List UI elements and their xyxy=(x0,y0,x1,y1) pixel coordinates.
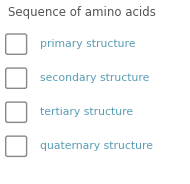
FancyBboxPatch shape xyxy=(6,136,27,156)
FancyBboxPatch shape xyxy=(6,68,27,88)
Text: primary structure: primary structure xyxy=(40,39,135,49)
FancyBboxPatch shape xyxy=(6,34,27,54)
FancyBboxPatch shape xyxy=(6,102,27,122)
Text: tertiary structure: tertiary structure xyxy=(40,107,133,117)
Text: quaternary structure: quaternary structure xyxy=(40,141,153,151)
Text: Sequence of amino acids: Sequence of amino acids xyxy=(8,6,155,19)
Text: secondary structure: secondary structure xyxy=(40,73,149,83)
